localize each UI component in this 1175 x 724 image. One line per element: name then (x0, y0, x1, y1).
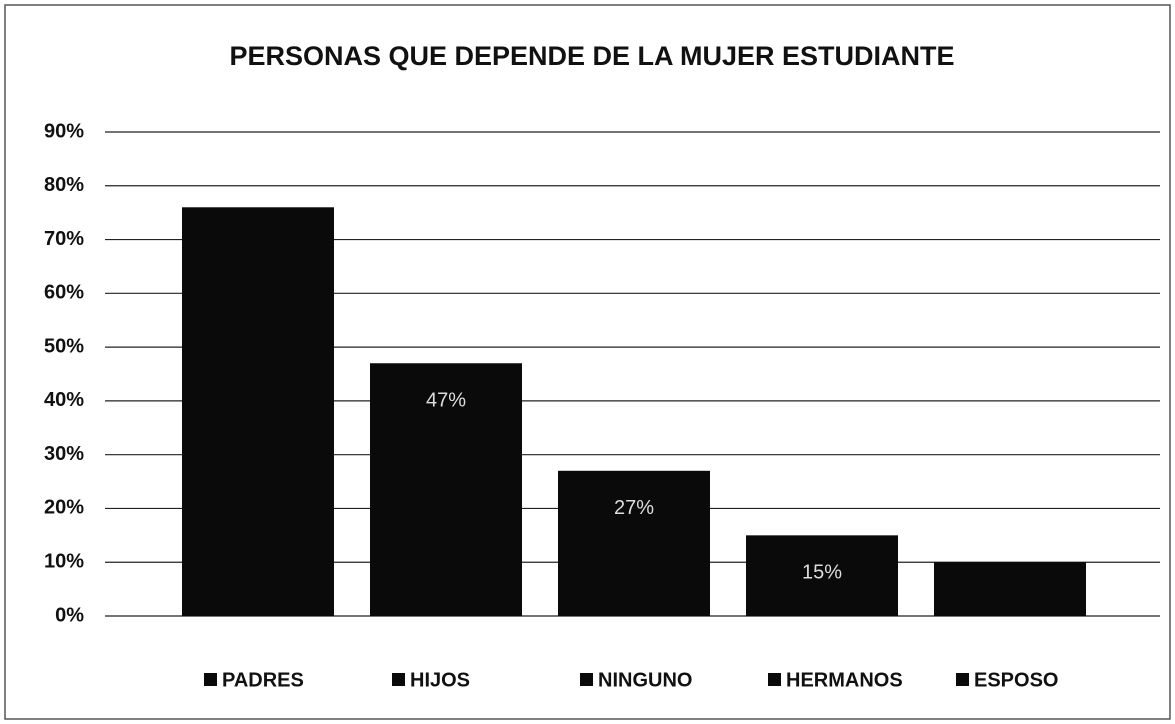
y-tick-label: 40% (44, 389, 84, 411)
legend-swatch (956, 673, 969, 686)
y-tick-label: 70% (44, 228, 84, 250)
legend-label: HERMANOS (786, 669, 903, 691)
data-label: 47% (426, 390, 466, 412)
bar (558, 470, 710, 616)
legend-label: HIJOS (410, 669, 470, 691)
legend-label: NINGUNO (598, 669, 692, 691)
data-label: 15% (802, 562, 842, 584)
y-tick-label: 20% (44, 497, 84, 519)
legend-swatch (580, 673, 593, 686)
chart-title: PERSONAS QUE DEPENDE DE LA MUJER ESTUDIA… (229, 41, 954, 71)
bar (934, 562, 1086, 616)
legend-label: ESPOSO (974, 669, 1058, 691)
y-tick-label: 50% (44, 335, 84, 357)
legend-swatch (768, 673, 781, 686)
legend-swatch (392, 673, 405, 686)
y-tick-label: 60% (44, 282, 84, 304)
bar (746, 535, 898, 616)
bar (182, 207, 334, 617)
legend-swatch (204, 673, 217, 686)
data-label: 27% (614, 497, 654, 519)
y-tick-label: 80% (44, 174, 84, 196)
y-tick-label: 0% (55, 604, 84, 626)
legend-label: PADRES (222, 669, 304, 691)
bar (370, 363, 522, 616)
y-tick-label: 90% (44, 120, 84, 142)
y-tick-label: 10% (44, 551, 84, 573)
y-tick-label: 30% (44, 443, 84, 465)
